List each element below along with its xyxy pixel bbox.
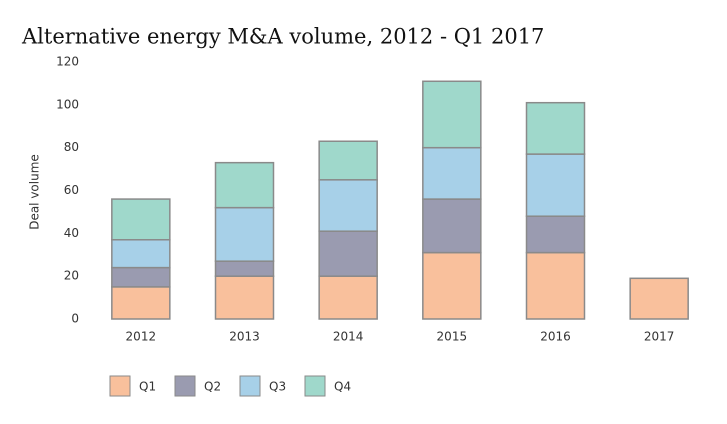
bar-segment xyxy=(214,161,275,209)
legend-label: Q2 xyxy=(204,380,221,394)
bar-segment xyxy=(318,275,378,320)
y-tick-label: 60 xyxy=(64,183,79,197)
y-tick-label: 0 xyxy=(71,312,79,326)
bar-segment xyxy=(525,251,586,320)
bar-segment xyxy=(214,206,275,262)
y-tick-label: 20 xyxy=(64,269,79,283)
y-axis-label: Deal volume xyxy=(28,154,42,230)
legend-label: Q1 xyxy=(139,380,156,394)
bar-segment xyxy=(629,277,689,320)
bar-segment xyxy=(422,146,482,200)
legend-swatch xyxy=(239,375,261,397)
bar-segment xyxy=(422,251,482,320)
bar-segment xyxy=(111,286,171,320)
legend-label: Q3 xyxy=(269,380,286,394)
x-tick-label: 2017 xyxy=(644,330,675,344)
bar-segment xyxy=(318,140,378,181)
legend-swatch xyxy=(109,375,131,397)
bar-segment xyxy=(525,153,586,217)
bar-segment xyxy=(214,275,275,320)
legend-label: Q4 xyxy=(334,380,351,394)
bar-segment xyxy=(422,80,482,149)
x-tick-label: 2013 xyxy=(229,330,260,344)
y-tick-label: 120 xyxy=(56,55,79,69)
bar-segment xyxy=(111,266,171,288)
legend-swatch xyxy=(174,375,196,397)
bar-segment xyxy=(318,179,378,232)
bar-segment xyxy=(111,198,171,241)
legend-swatch xyxy=(304,375,326,397)
bar-segment xyxy=(318,230,378,277)
bar-segment xyxy=(525,101,586,155)
x-tick-label: 2015 xyxy=(437,330,468,344)
x-tick-label: 2014 xyxy=(333,330,364,344)
y-tick-label: 40 xyxy=(64,226,79,240)
y-tick-label: 80 xyxy=(64,140,79,154)
chart-title: Alternative energy M&A volume, 2012 - Q1… xyxy=(21,25,544,49)
bar-segment xyxy=(422,198,482,254)
y-tick-label: 100 xyxy=(56,97,79,111)
bar-segment xyxy=(214,260,275,277)
bar-segment xyxy=(111,239,171,269)
x-tick-label: 2012 xyxy=(126,330,157,344)
x-tick-label: 2016 xyxy=(540,330,571,344)
bar-segment xyxy=(525,215,586,254)
